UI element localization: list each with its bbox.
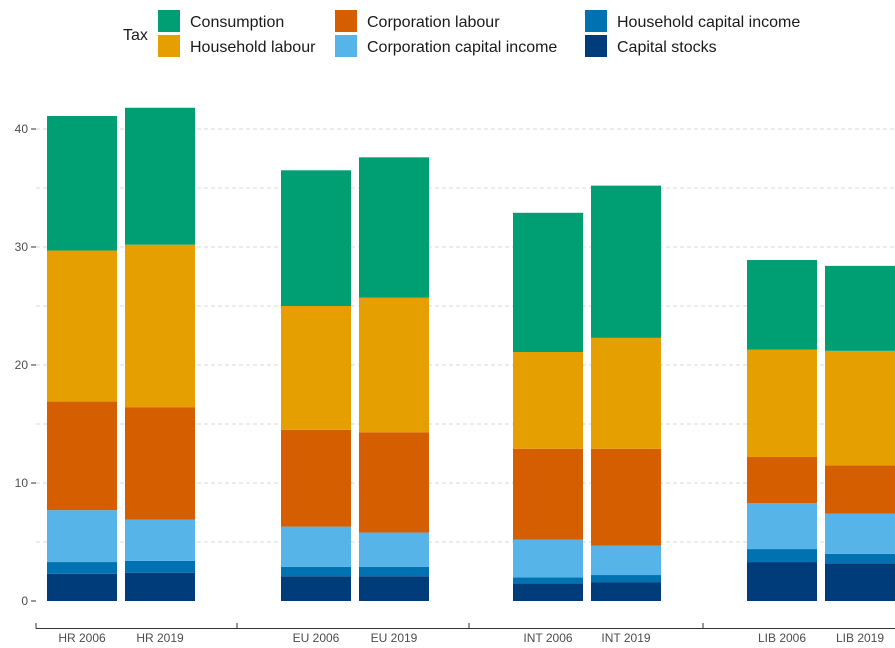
bar-segment-corporation-labour (281, 429, 351, 527)
bar-segment-household-capital-income (825, 553, 895, 564)
legend-label: Corporation labour (367, 14, 500, 31)
bar-segment-household-labour (591, 337, 661, 449)
bar-segment-corporation-labour (747, 457, 817, 504)
legend-swatch (585, 10, 607, 32)
x-tick-label: EU 2006 (293, 631, 340, 645)
legend-item-household-labour: Household labour (158, 35, 316, 57)
legend-item-corporation-labour: Corporation labour (335, 10, 500, 32)
bar-segment-household-labour (125, 244, 195, 408)
bar-segment-capital-stocks (281, 576, 351, 601)
bar-segment-consumption (125, 107, 195, 245)
bar-stack-eu-2006 (281, 170, 351, 601)
bar-segment-household-capital-income (125, 560, 195, 573)
y-tick-label: 30 (15, 240, 29, 254)
bar-segment-consumption (359, 157, 429, 298)
legend-label: Household capital income (617, 14, 800, 31)
bar-stack-int-2006 (513, 212, 583, 601)
bar-stack-hr-2019 (125, 107, 195, 601)
bar-segment-household-capital-income (47, 562, 117, 574)
legend-item-household-capital-income: Household capital income (585, 10, 800, 32)
bar-segment-consumption (747, 259, 817, 350)
bars (47, 107, 895, 601)
bar-segment-household-capital-income (747, 549, 817, 563)
y-tick-label: 40 (15, 122, 29, 136)
legend: Tax Consumption Household labour Corporatio… (123, 10, 800, 57)
bar-segment-capital-stocks (825, 563, 895, 601)
bar-segment-consumption (281, 170, 351, 306)
legend-item-capital-stocks: Capital stocks (585, 35, 717, 57)
bar-segment-corporation-capital-income (359, 532, 429, 567)
legend-swatch (335, 35, 357, 57)
legend-label: Household labour (190, 39, 316, 56)
bar-segment-corporation-labour (513, 448, 583, 540)
bar-segment-capital-stocks (125, 572, 195, 601)
bar-segment-household-capital-income (281, 566, 351, 577)
bar-segment-corporation-capital-income (825, 513, 895, 554)
bar-segment-capital-stocks (47, 573, 117, 601)
bar-segment-household-labour (47, 250, 117, 402)
y-axis: 0 10 20 30 40 (15, 122, 36, 608)
x-tick-label: HR 2019 (136, 631, 184, 645)
bar-segment-corporation-labour (125, 407, 195, 520)
x-tick-label: INT 2006 (523, 631, 572, 645)
x-tick-label: INT 2019 (601, 631, 650, 645)
bar-segment-household-labour (825, 350, 895, 466)
bar-segment-corporation-capital-income (513, 539, 583, 578)
bar-segment-household-labour (281, 306, 351, 430)
bar-segment-corporation-capital-income (125, 519, 195, 561)
bar-segment-corporation-labour (359, 432, 429, 533)
y-tick-label: 20 (15, 358, 29, 372)
legend-item-consumption: Consumption (158, 10, 284, 32)
x-axis: HR 2006 HR 2019 EU 2006 EU 2019 INT 2006 INT … (35, 623, 895, 645)
bar-segment-household-capital-income (513, 577, 583, 584)
bar-segment-consumption (47, 116, 117, 251)
bar-segment-household-labour (513, 352, 583, 449)
bar-segment-corporation-labour (47, 401, 117, 511)
bar-segment-consumption (591, 185, 661, 338)
x-tick-label: EU 2019 (371, 631, 418, 645)
bar-stack-eu-2019 (359, 157, 429, 601)
bar-stack-hr-2006 (47, 116, 117, 601)
bar-segment-corporation-capital-income (47, 510, 117, 563)
legend-swatch (158, 10, 180, 32)
bar-segment-household-capital-income (359, 566, 429, 577)
y-tick-label: 10 (15, 476, 29, 490)
bar-segment-consumption (825, 265, 895, 351)
bar-segment-corporation-labour (591, 448, 661, 546)
bar-stack-lib-2019 (825, 265, 895, 601)
bar-segment-capital-stocks (513, 583, 583, 601)
bar-segment-corporation-capital-income (747, 503, 817, 550)
bar-segment-household-labour (747, 349, 817, 458)
bar-segment-corporation-capital-income (281, 526, 351, 567)
bar-segment-capital-stocks (591, 582, 661, 601)
x-tick-label: LIB 2006 (758, 631, 806, 645)
y-tick-label: 0 (21, 594, 28, 608)
bar-segment-household-labour (359, 297, 429, 433)
legend-item-corporation-capital-income: Corporation capital income (335, 35, 557, 57)
x-tick-label: LIB 2019 (836, 631, 884, 645)
bar-segment-capital-stocks (747, 562, 817, 601)
x-tick-label: HR 2006 (58, 631, 106, 645)
bar-segment-household-capital-income (591, 575, 661, 583)
bar-stack-int-2019 (591, 185, 661, 601)
bar-segment-corporation-capital-income (591, 545, 661, 576)
legend-swatch (158, 35, 180, 57)
legend-swatch (585, 35, 607, 57)
bar-segment-capital-stocks (359, 576, 429, 601)
legend-label: Capital stocks (617, 39, 717, 56)
bar-stack-lib-2006 (747, 259, 817, 601)
legend-label: Consumption (190, 14, 284, 31)
bar-segment-corporation-labour (825, 465, 895, 514)
legend-title: Tax (123, 27, 148, 44)
bar-segment-consumption (513, 212, 583, 353)
legend-label: Corporation capital income (367, 39, 557, 56)
legend-swatch (335, 10, 357, 32)
